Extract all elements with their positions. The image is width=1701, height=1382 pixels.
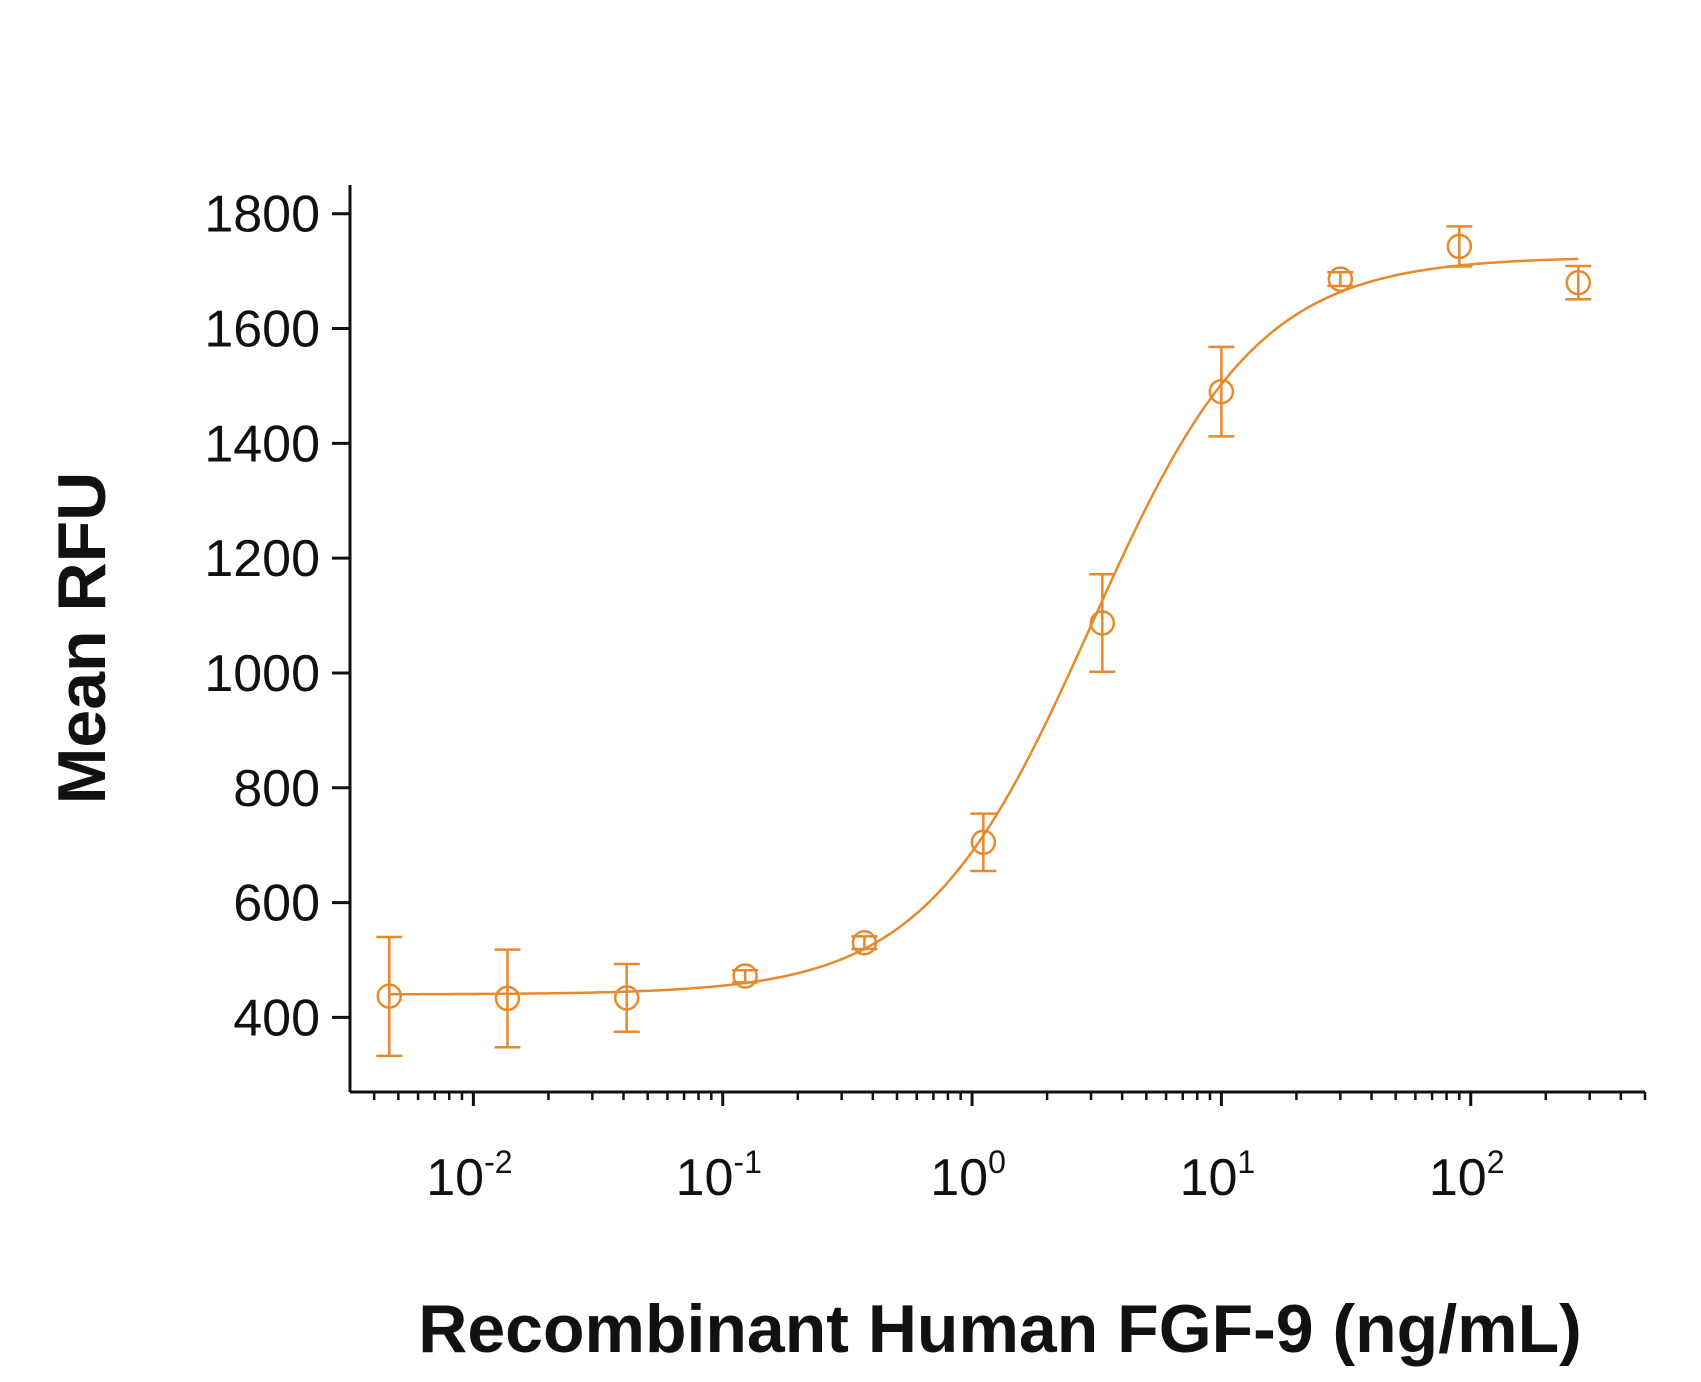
data-point-group [1327,266,1354,292]
x-tick-label: 101 [1180,1144,1256,1207]
x-tick-label: 100 [930,1144,1006,1207]
data-point-marker [970,829,997,856]
x-axis-title: Recombinant Human FGF-9 (ng/mL) [418,1291,1582,1367]
data-point-group [1446,225,1473,268]
data-point-marker [1446,233,1473,260]
y-tick-label: 800 [233,760,320,818]
x-axis-ticks: 10-2 10-1 100 101 102 [372,1092,1647,1207]
data-point-group [970,812,997,873]
data-point-group [1089,572,1116,674]
y-axis-title: Mean RFU [44,472,120,804]
data-point-group [494,948,521,1049]
data-point-group [1565,264,1592,301]
y-tick-label: 1800 [204,186,320,244]
x-tick-label: 102 [1429,1144,1505,1207]
axes [348,185,1645,1094]
data-point-group [851,929,878,956]
data-point-marker [376,983,403,1009]
data-point-marker [613,985,640,1011]
data-point-marker [851,929,878,956]
data-point-marker [1327,266,1354,292]
y-axis-ticks: 400 600 800 1000 1200 1400 1600 1800 [204,186,350,1047]
x-tick-label: 10-2 [426,1144,512,1207]
y-tick-label: 400 [233,989,320,1047]
data-point-group [1208,345,1235,438]
y-tick-label: 1600 [204,301,320,359]
y-tick-label: 1400 [204,415,320,473]
fit-curve [389,257,1579,996]
data-point-group [732,963,759,989]
x-tick-label: 10-1 [676,1144,762,1207]
data-points [376,225,1592,1058]
data-point-marker [1565,269,1592,296]
y-tick-label: 600 [233,875,320,933]
data-point-marker [1208,378,1235,405]
data-point-marker [1089,610,1116,636]
data-point-group [376,935,403,1058]
data-point-group [613,962,640,1033]
y-tick-label: 1000 [204,645,320,703]
data-point-marker [732,963,758,989]
y-tick-label: 1200 [204,530,320,588]
data-point-marker [494,985,521,1012]
